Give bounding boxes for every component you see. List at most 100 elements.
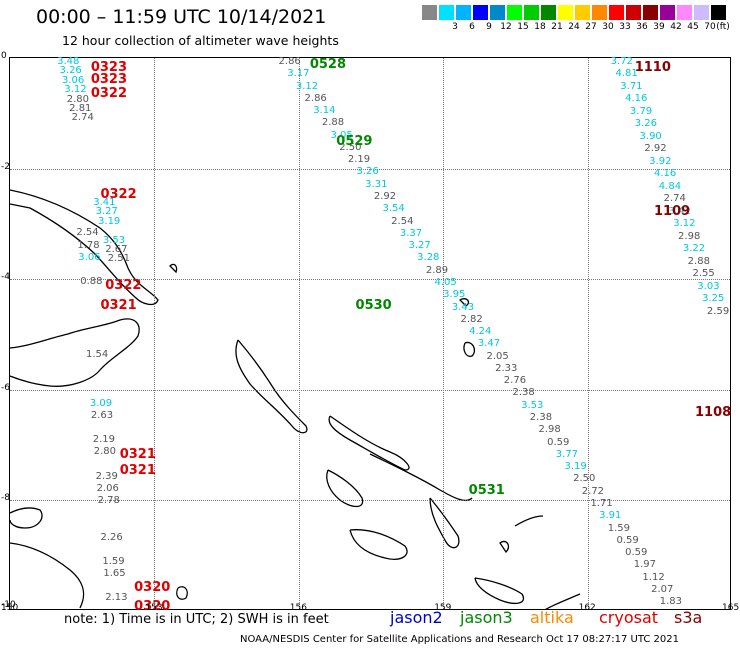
wave-height-value: 2.86 xyxy=(304,92,327,104)
wave-height-value: 1.71 xyxy=(590,497,613,509)
grid-line-v xyxy=(443,58,445,609)
legend-cryosat: cryosat xyxy=(599,608,659,627)
wave-height-value: 2.38 xyxy=(512,387,535,399)
grid-line-v xyxy=(154,58,156,609)
rennell-coast xyxy=(545,593,581,609)
wave-height-value: 3.26 xyxy=(634,118,657,130)
wave-height-value: 3.26 xyxy=(356,166,379,178)
y-tick-label: -10 xyxy=(1,600,16,610)
choiseul-coast xyxy=(328,415,410,471)
pass-time-label: 0320 xyxy=(134,598,171,614)
wave-height-value: 2.80 xyxy=(93,446,116,458)
pass-time-label: 0321 xyxy=(100,297,137,313)
legend-swatch xyxy=(609,5,624,20)
legend-value: 6 xyxy=(469,22,475,32)
wave-height-value: 2.26 xyxy=(100,531,123,543)
y-tick-label: -8 xyxy=(1,493,10,504)
wave-height-value: 2.98 xyxy=(678,230,701,242)
legend-swatch xyxy=(507,5,522,20)
wave-height-value: 3.12 xyxy=(64,84,87,96)
wave-height-value: 2.19 xyxy=(92,434,116,446)
png-mainland-coast xyxy=(10,542,85,609)
pass-time-label: 0322 xyxy=(100,186,137,202)
wave-height-value: 3.37 xyxy=(399,227,423,239)
pass-time-label: 0530 xyxy=(355,297,392,313)
legend-jason2: jason2 xyxy=(390,608,443,627)
legend-value: 33 xyxy=(619,22,631,32)
islet-3 xyxy=(463,341,476,357)
y-tick-label: -4 xyxy=(1,272,10,283)
wave-height-value: 1.97 xyxy=(633,559,657,571)
islet-4 xyxy=(499,540,510,554)
wave-height-value: 1.12 xyxy=(642,571,665,583)
wave-height-value: 4.24 xyxy=(469,326,492,338)
wave-height-value: 2.80 xyxy=(66,93,90,105)
wave-height-value: 3.26 xyxy=(59,65,82,77)
legend-value: 21 xyxy=(551,22,563,32)
legend-swatch xyxy=(439,5,454,20)
wave-height-value: 3.72 xyxy=(610,56,633,67)
pass-time-label: 0528 xyxy=(309,57,347,72)
wave-height-value: 3.77 xyxy=(555,448,579,460)
wave-height-value: 2.13 xyxy=(105,592,128,604)
islet-5 xyxy=(169,263,178,274)
wave-height-value: 2.06 xyxy=(96,482,119,494)
y-tick-label: 0 xyxy=(1,51,7,61)
wave-height-value: 0.59 xyxy=(625,547,648,559)
wave-height-value: 1.59 xyxy=(102,555,125,567)
pass-time-label: 1108 xyxy=(695,405,732,421)
legend-swatch xyxy=(575,5,590,20)
wave-height-value: 3.22 xyxy=(682,243,706,255)
wave-height-value: 2.76 xyxy=(503,375,527,387)
grid-line-h xyxy=(10,279,730,281)
wave-height-value: 0.59 xyxy=(547,436,570,448)
pass-time-label: 0320 xyxy=(134,579,171,595)
wave-height-value: 2.55 xyxy=(692,268,715,280)
wave-height-value: 2.67 xyxy=(105,244,128,256)
legend-swatch xyxy=(592,5,607,20)
wave-height-value: 3.71 xyxy=(620,80,643,92)
wave-height-value: 3.54 xyxy=(382,203,405,215)
legend-swatch xyxy=(677,5,692,20)
legend-altika: altika xyxy=(530,608,574,627)
wave-height-value: 4.16 xyxy=(625,93,648,105)
wave-height-value: 4.84 xyxy=(658,180,682,192)
malaita-coast xyxy=(429,497,460,549)
pass-time-label: 0531 xyxy=(468,482,505,498)
wave-height-value: 3.53 xyxy=(102,234,126,246)
makira-coast xyxy=(474,577,525,605)
wave-height-value: 2.74 xyxy=(71,112,94,124)
x-tick-label: 153 xyxy=(145,603,163,613)
grid-line-h xyxy=(10,389,730,391)
pass-time-label: 0321 xyxy=(119,446,156,462)
pass-time-label: 0323 xyxy=(90,59,127,75)
grid-line-h xyxy=(10,168,730,170)
wave-height-value: 3.28 xyxy=(417,252,440,264)
legend-value: 9 xyxy=(486,22,492,32)
y-tick-label: -6 xyxy=(1,382,10,393)
wave-height-value: 3.53 xyxy=(521,399,544,411)
wave-height-value: 3.91 xyxy=(599,510,622,522)
map-frame xyxy=(9,57,731,610)
x-tick-label: 165 xyxy=(722,603,740,613)
grid-line-h xyxy=(10,500,730,502)
legend-swatch xyxy=(524,5,539,20)
wave-height-value: 2.88 xyxy=(321,117,345,129)
legend-value: 27 xyxy=(585,22,597,32)
legend-value: 39 xyxy=(653,22,665,32)
wave-height-value: 2.51 xyxy=(107,253,130,265)
x-tick-label: 159 xyxy=(434,603,452,613)
wave-height-value: 2.72 xyxy=(581,485,605,497)
wave-height-value: 2.92 xyxy=(373,191,397,203)
wave-height-value: 1.54 xyxy=(86,349,109,361)
pass-time-label: 0322 xyxy=(90,85,127,101)
wave-height-value: 3.31 xyxy=(365,178,388,190)
legend-swatch xyxy=(456,5,471,20)
legend-swatch xyxy=(422,5,437,20)
wave-height-value: 3.27 xyxy=(95,206,118,218)
legend-value: 45 xyxy=(687,22,699,32)
santa-isabel-coast xyxy=(369,453,473,502)
wave-height-value: 2.38 xyxy=(529,412,553,424)
wave-height-value: 2.92 xyxy=(644,143,667,155)
wave-height-value: 2.86 xyxy=(278,56,301,67)
